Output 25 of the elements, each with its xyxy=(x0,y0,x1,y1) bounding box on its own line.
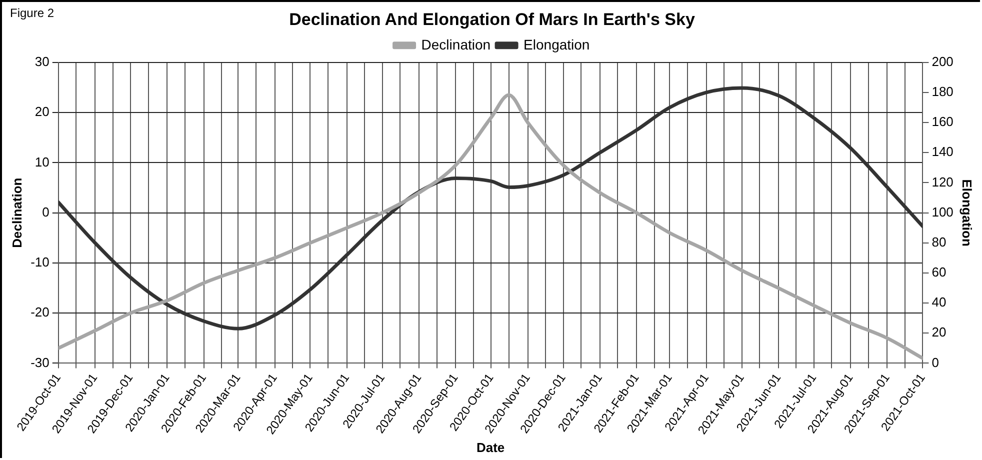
y-axis-title: Declination xyxy=(9,178,24,248)
caption: Figure 2 xyxy=(10,6,54,20)
y-tick-label: -10 xyxy=(30,254,50,270)
y2-axis-title: Elongation xyxy=(960,179,975,246)
y2-tick-label: 40 xyxy=(932,294,946,310)
y2-tick-label: 100 xyxy=(932,204,954,220)
x-axis-title: Date xyxy=(476,440,505,455)
y2-tick-label: 140 xyxy=(932,144,954,160)
y2-tick-label: 0 xyxy=(932,354,939,370)
y2-tick-label: 60 xyxy=(932,264,946,280)
y-tick-label: 30 xyxy=(34,54,50,69)
y2-tick-label: 200 xyxy=(932,54,954,69)
y-tick-label: 10 xyxy=(34,154,50,170)
y2-tick-label: 180 xyxy=(932,84,954,100)
y-tick-label: 20 xyxy=(34,104,50,120)
y2-tick-label: 160 xyxy=(932,114,954,130)
chart-title: Declination And Elongation Of Mars In Earth's Sky xyxy=(289,10,696,29)
y2-tick-label: 120 xyxy=(932,174,954,190)
y2-tick-label: 80 xyxy=(932,234,946,250)
legend-label: Elongation xyxy=(524,36,590,52)
y2-tick-label: 20 xyxy=(932,324,946,340)
y-tick-label: -30 xyxy=(30,354,50,370)
y-tick-label: -20 xyxy=(30,304,50,320)
legend-label: Declination xyxy=(421,36,491,52)
y-tick-label: 0 xyxy=(42,204,50,220)
